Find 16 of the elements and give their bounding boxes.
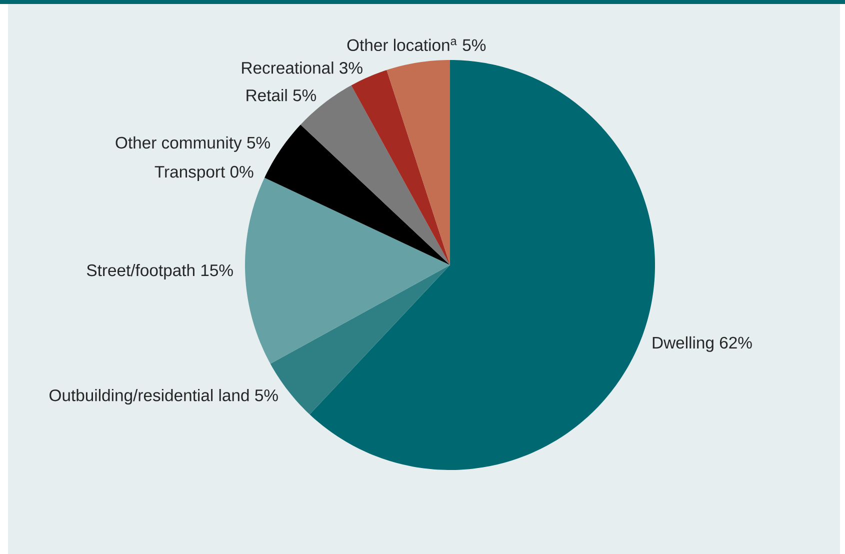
slice-label: Recreational — [242, 62, 334, 74]
data-label: 15% — [201, 264, 233, 276]
data-label: 5% — [247, 136, 270, 149]
data-label: 3% — [340, 62, 362, 74]
slice-label: Outbuilding/residential land — [50, 389, 249, 405]
slice-label: Street/footpath — [86, 264, 194, 280]
slice-label: Dwelling — [652, 336, 714, 352]
data-label: 62% — [720, 336, 752, 349]
slice-label: Retail — [246, 88, 287, 102]
category-label: Transport — [154, 166, 226, 181]
slice-label: Other community — [116, 136, 242, 152]
data-label: 5% — [462, 39, 486, 52]
slice-label: Other location$^{a}$ — [347, 38, 457, 52]
text: 0% — [230, 166, 254, 178]
data-label: 5% — [255, 390, 278, 402]
data-label: 5% — [293, 90, 316, 102]
